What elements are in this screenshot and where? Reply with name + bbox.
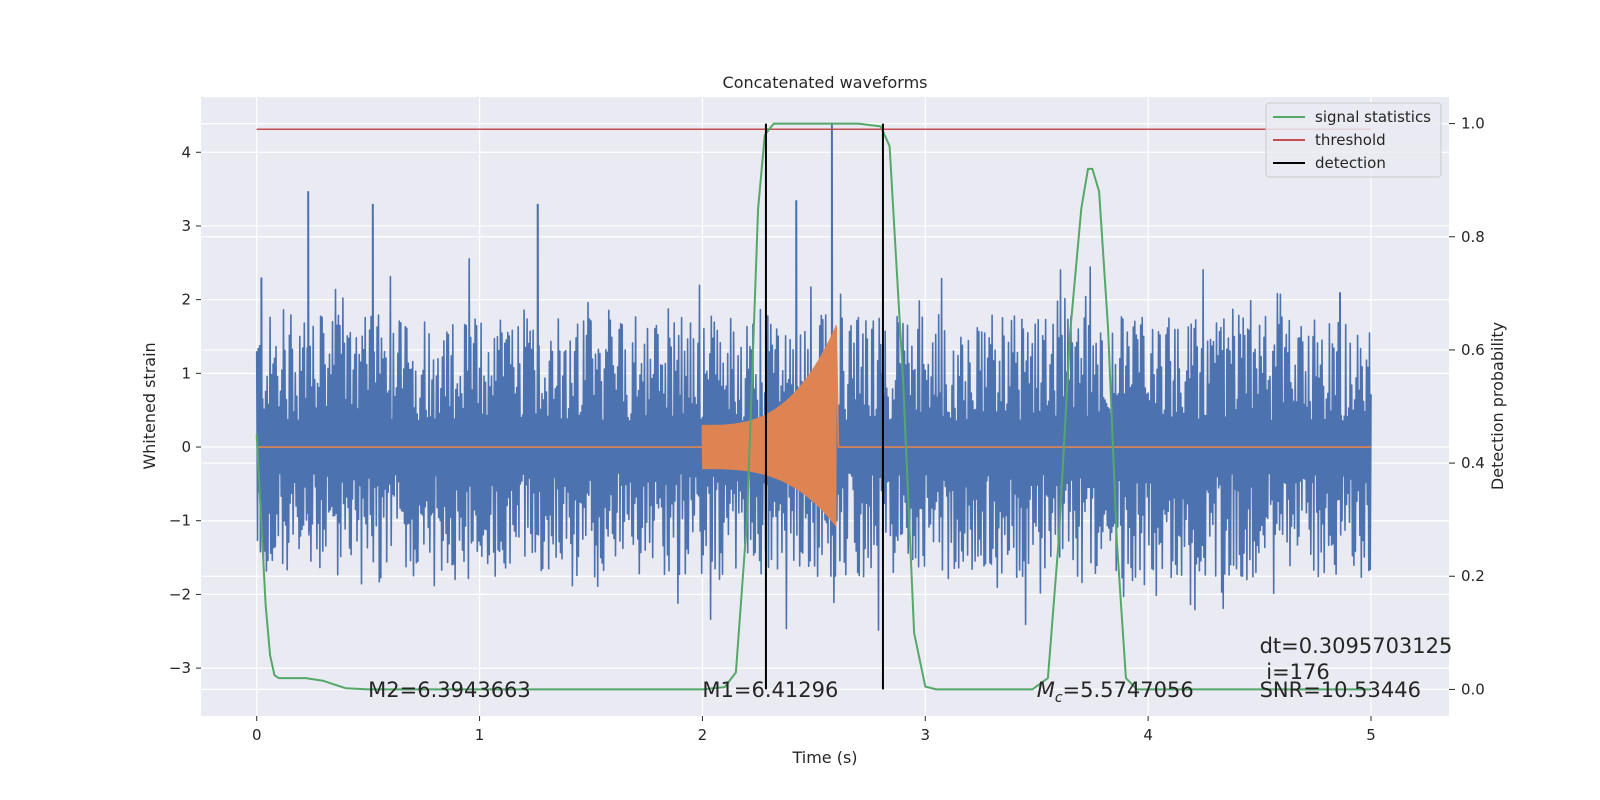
legend-label: threshold — [1315, 131, 1386, 149]
annotation-snr: SNR=10.53446 — [1260, 678, 1421, 702]
y2-tick-label: 0.8 — [1461, 228, 1485, 246]
x-tick-label: 0 — [252, 726, 262, 744]
x-tick-label: 1 — [475, 726, 485, 744]
y-tick-label: −1 — [169, 512, 191, 530]
y-tick-label: 0 — [181, 438, 191, 456]
axes: 0 1 2 3 4 5 −3 −2 −1 0 1 2 3 4 0.0 0.2 0.4 0.6 0.8 1.0 — [169, 115, 1485, 744]
y2-tick-label: 0.0 — [1461, 680, 1485, 698]
data-layer — [255, 122, 1372, 691]
y2-axis-label: Detection probability — [1488, 322, 1507, 490]
y-tick-label: −2 — [169, 585, 191, 603]
signal-statistics-line — [255, 122, 1371, 691]
annotations: M2=6.3943663 M1=6.41296 Mc=5.5747056 dt=0.3… — [368, 634, 1452, 706]
y2-tick-label: 1.0 — [1461, 115, 1485, 133]
y-axis-label: Whitened strain — [140, 342, 159, 469]
x-tick-label: 2 — [698, 726, 708, 744]
chart-title: Concatenated waveforms — [723, 73, 928, 92]
y2-tick-label: 0.2 — [1461, 567, 1485, 585]
legend: signal statistics threshold detection — [1265, 102, 1442, 178]
annotation-mc-subscript: c — [1055, 690, 1063, 706]
y-tick-label: 4 — [181, 143, 191, 161]
x-tick-label: 4 — [1143, 726, 1153, 744]
x-tick-label: 3 — [921, 726, 931, 744]
annotation-mc-symbol: M — [1037, 678, 1055, 702]
x-axis-label: Time (s) — [791, 748, 857, 767]
annotation-i: i=176 — [1266, 660, 1330, 684]
y2-tick-label: 0.4 — [1461, 454, 1485, 472]
annotation-mc: Mc=5.5747056 — [1037, 678, 1194, 706]
legend-box — [1265, 102, 1442, 178]
annotation-m1: M1=6.41296 — [702, 678, 838, 702]
y2-tick-label: 0.6 — [1461, 341, 1485, 359]
x-tick-label: 5 — [1366, 726, 1376, 744]
injected-signal-line — [256, 325, 1371, 527]
y-tick-label: 2 — [181, 291, 191, 309]
y-tick-label: 1 — [181, 364, 191, 382]
annotation-m2: M2=6.3943663 — [368, 678, 531, 702]
legend-label: detection — [1315, 154, 1386, 172]
legend-label: signal statistics — [1315, 108, 1431, 126]
y-tick-label: −3 — [169, 659, 191, 677]
y-tick-label: 3 — [181, 217, 191, 235]
annotation-mc-value: =5.5747056 — [1063, 678, 1194, 702]
legend-items: signal statistics threshold detection — [1273, 108, 1431, 172]
annotation-dt: dt=0.3095703125 — [1260, 634, 1453, 658]
